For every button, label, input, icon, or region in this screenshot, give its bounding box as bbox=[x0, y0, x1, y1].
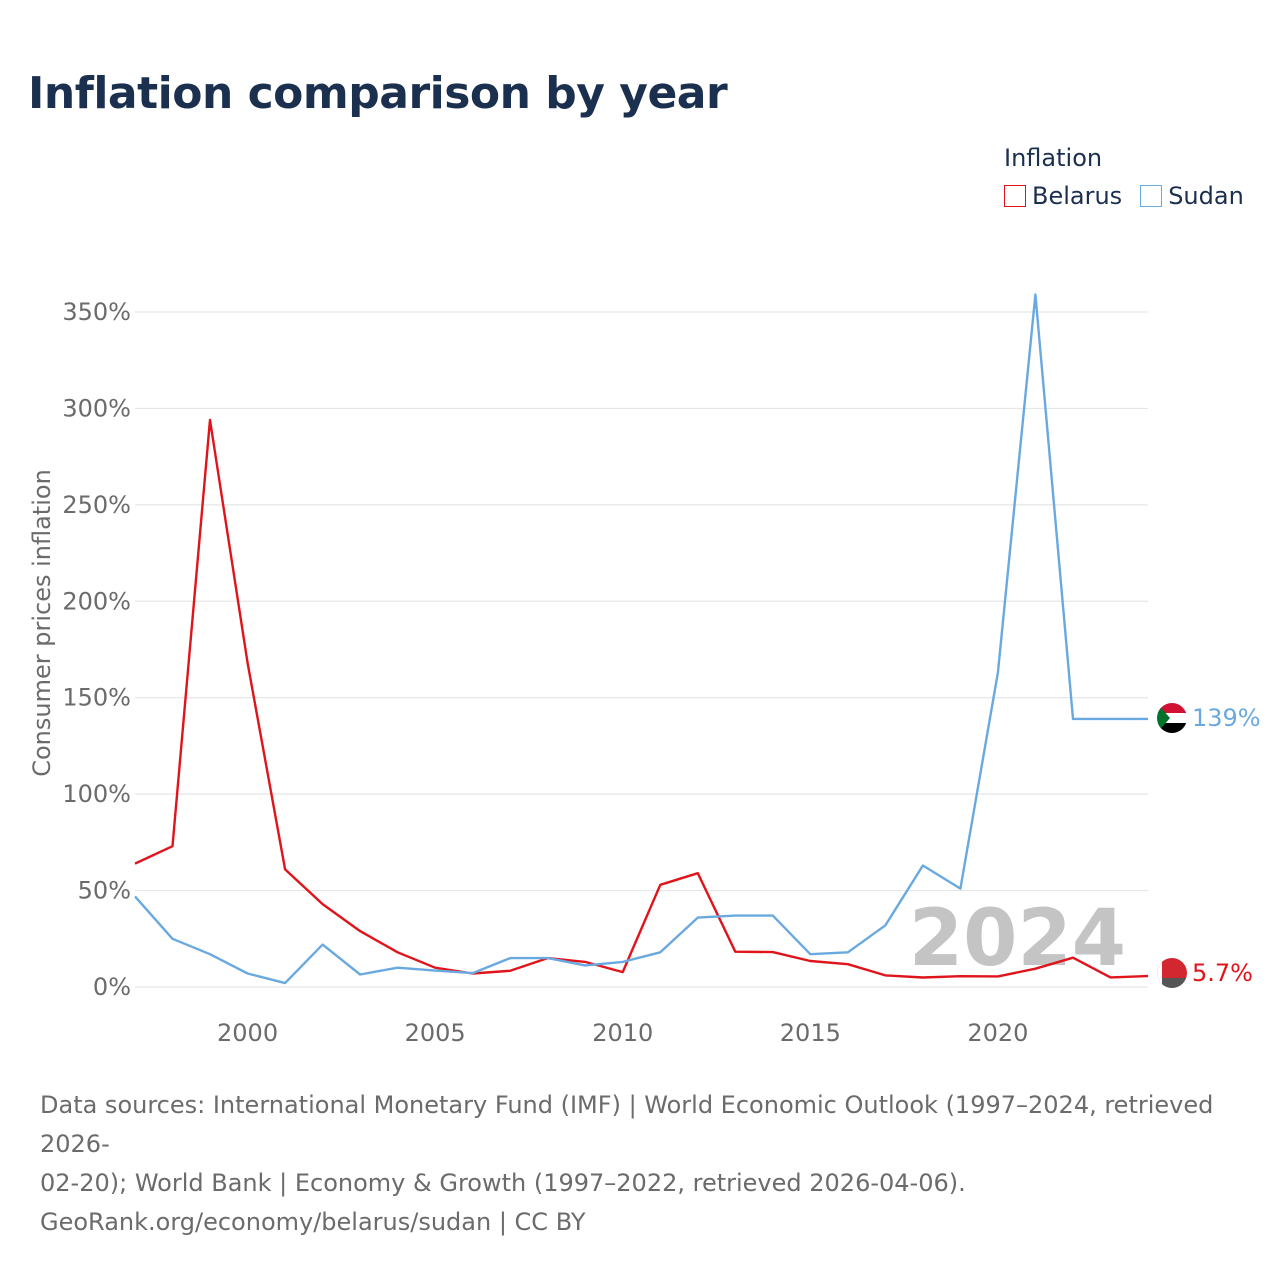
y-tick-label: 50% bbox=[78, 877, 131, 905]
y-tick-label: 350% bbox=[62, 298, 131, 326]
source-line-3[interactable]: GeoRank.org/economy/belarus/sudan | CC B… bbox=[40, 1208, 586, 1236]
x-tick-label: 2005 bbox=[405, 1019, 466, 1047]
y-axis-label: Consumer prices inflation bbox=[28, 469, 56, 777]
chart-title: Inflation comparison by year bbox=[28, 68, 728, 119]
legend-title: Inflation bbox=[1004, 144, 1103, 172]
x-tick-label: 2000 bbox=[217, 1019, 278, 1047]
data-source-note: Data sources: International Monetary Fun… bbox=[40, 1086, 1250, 1242]
y-axis: 0% 50% 100% 150% 200% 250% 300% 350% bbox=[62, 298, 131, 1001]
legend-swatch-sudan bbox=[1140, 185, 1163, 207]
line-chart: 0%50%100%150%200%250%300%350% 2000 2005 20… bbox=[28, 293, 1261, 1047]
source-line-2: 02-20); World Bank | Economy & Growth (1… bbox=[40, 1169, 966, 1197]
y-tick-label: 300% bbox=[62, 394, 131, 422]
series-line-sudan bbox=[134, 293, 1148, 985]
year-watermark: 2024 bbox=[909, 894, 1126, 984]
sudan-end-label: 139% bbox=[1192, 704, 1261, 732]
series-lines bbox=[134, 293, 1149, 985]
y-tick-label: 150% bbox=[62, 684, 131, 712]
y-tick-label: 0% bbox=[93, 973, 131, 1001]
legend: Inflation Belarus Sudan bbox=[1004, 144, 1244, 210]
x-tick-label: 2010 bbox=[592, 1019, 653, 1047]
belarus-end-label: 5.7% bbox=[1192, 959, 1253, 987]
legend-label-sudan: Sudan bbox=[1168, 182, 1244, 210]
legend-swatch-belarus bbox=[1004, 185, 1026, 207]
x-axis: 2000 2005 2010 2015 2020 bbox=[217, 1019, 1028, 1047]
sudan-flag-icon bbox=[1157, 703, 1187, 733]
legend-label-belarus: Belarus bbox=[1032, 182, 1123, 210]
belarus-flag-icon bbox=[1157, 958, 1187, 988]
grid-lines bbox=[135, 311, 1148, 988]
legend-item-belarus[interactable]: Belarus bbox=[1004, 182, 1122, 210]
x-tick-label: 2020 bbox=[967, 1019, 1028, 1047]
x-tick-label: 2015 bbox=[780, 1019, 841, 1047]
legend-item-sudan[interactable]: Sudan bbox=[1140, 182, 1244, 210]
source-line-1: Data sources: International Monetary Fun… bbox=[40, 1091, 1214, 1158]
y-tick-label: 200% bbox=[62, 587, 131, 615]
y-tick-label: 250% bbox=[62, 491, 131, 519]
y-tick-label: 100% bbox=[62, 780, 131, 808]
series-line-belarus bbox=[134, 418, 1149, 979]
